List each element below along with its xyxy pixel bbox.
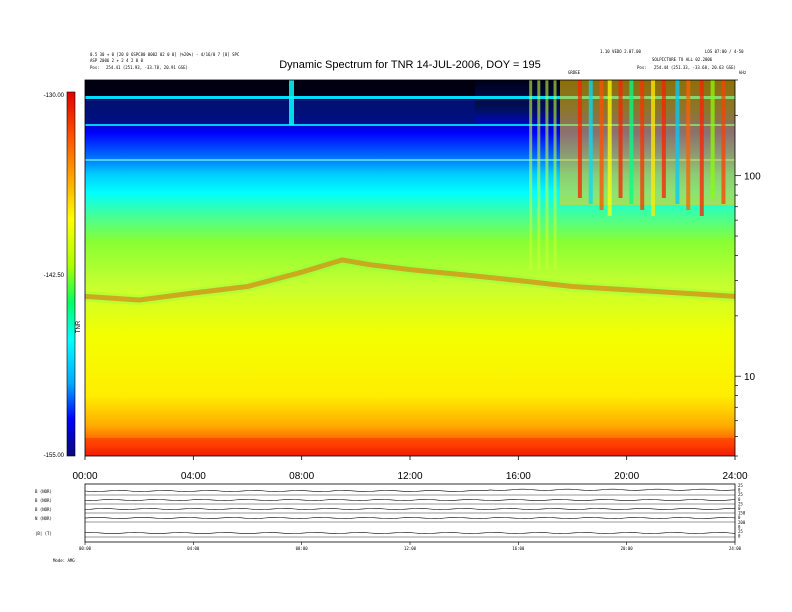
interference-line-2: [85, 124, 735, 126]
lower-trace: [84, 532, 736, 534]
header-right-pos-value: 254.44 (251.33, -33.68, 20.63 GSE): [654, 65, 736, 70]
lower-row-label: |B| (T): [35, 531, 52, 536]
noise-streak: [618, 80, 623, 198]
lower-right-label: 0: [738, 506, 741, 511]
footer-label: Mode: AMG: [53, 558, 75, 563]
noise-streak: [529, 80, 533, 270]
header-right-line2: LOS 07:00 / 4-50: [705, 49, 744, 54]
y-tick-label: 10: [744, 372, 756, 383]
upper-blue-band: [85, 100, 475, 125]
y-tick-label: 100: [744, 172, 761, 183]
header-right-line3: SOLPICTURE TO ALL 02.2006: [652, 57, 713, 62]
lower-right-label: 0: [738, 534, 741, 539]
x-tick-label: 04:00: [181, 471, 206, 482]
noise-streak: [699, 80, 704, 216]
noise-streak: [721, 80, 726, 204]
y-axis: 10 100: [735, 79, 761, 457]
lower-right-label: 25: [738, 501, 743, 506]
lower-x-ticks: 00:00 04:00 08:00 12:00 16:00 20:00 24:00: [79, 542, 742, 551]
lower-right-label: 0: [738, 497, 741, 502]
lower-panel: B (NOR)B (NOR)B (NOR)N (NOR)|B| (T) 2502…: [35, 483, 746, 563]
header-right-line1: 1.10 VEDO 2.07.00: [600, 49, 642, 54]
event-marker-label: GRDEE: [568, 70, 581, 75]
noise-streak: [599, 80, 604, 210]
lower-x-tick-label: 04:00: [187, 546, 200, 551]
lower-right-label: 0: [738, 488, 741, 493]
lower-row-label: B (NOR): [35, 498, 52, 503]
spectrogram-plot: [84, 79, 736, 457]
lower-traces: [84, 488, 736, 538]
lower-right-label: 200: [738, 520, 746, 525]
noise-region: [560, 80, 735, 205]
header-right-pos-label: Pos:: [637, 65, 647, 70]
noise-streak: [553, 80, 557, 270]
lower-trace: [84, 499, 736, 501]
x-tick-label: 20:00: [614, 471, 639, 482]
colorbar: [66, 91, 76, 457]
lower-right-label: 25: [738, 492, 743, 497]
lower-trace: [84, 517, 736, 519]
lower-x-tick-label: 00:00: [79, 546, 92, 551]
header-left-line1: 0.5 30 + 0 [20 0 6SPC80 0002 02 0 0] (%2…: [90, 52, 240, 57]
interference-line-1: [85, 96, 735, 99]
x-tick-label: 16:00: [506, 471, 531, 482]
emission-band: [84, 257, 736, 303]
lower-x-tick-label: 24:00: [729, 546, 742, 551]
frequency-unit-label: kHz: [739, 70, 747, 75]
noise-streak: [661, 80, 666, 198]
lower-row-label: B (NOR): [35, 489, 52, 494]
lower-right-label: 0: [738, 515, 741, 520]
colorbar-mid-label: -142.50: [44, 273, 65, 279]
header-left-line2: ASP 2006 2 + 2 4 2 0 0: [90, 58, 144, 63]
x-axis: 00:00 04:00 08:00 12:00 16:00 20:00 24:00: [72, 456, 748, 482]
noise-streak: [537, 80, 541, 270]
noise-streak: [675, 80, 680, 204]
lower-labels: B (NOR) B (NOR) B (NOR) N (NOR) |B| (T): [35, 489, 52, 536]
x-tick-label: 24:00: [722, 471, 747, 482]
noise-streak: [640, 80, 645, 210]
noise-streak: [607, 80, 612, 216]
burst-0745: [289, 80, 294, 125]
lower-x-tick-label: 12:00: [404, 546, 417, 551]
colorbar-side-label: TNR: [76, 320, 82, 333]
chart-title: Dynamic Spectrum for TNR 14-JUL-2006, DO…: [279, 59, 541, 71]
lower-right-label: 25: [738, 483, 743, 488]
lower-x-tick-label: 16:00: [512, 546, 525, 551]
noise-streak: [651, 80, 656, 216]
x-tick-label: 08:00: [289, 471, 314, 482]
noise-streak: [545, 80, 549, 270]
noise-streak: [588, 80, 593, 204]
noise-streak: [686, 80, 691, 210]
lower-row-label: B (NOR): [35, 507, 52, 512]
lower-row-label: N (NOR): [35, 516, 52, 521]
lower-trace: [84, 508, 735, 510]
emission-band-halo: [84, 254, 736, 306]
noise-streak: [710, 80, 715, 198]
noise-streak: [629, 80, 634, 204]
header-left-pos-value: 254.41 (251.93, -33.78, 20.91 GSE): [106, 65, 188, 70]
colorbar-bottom-label: -155.00: [44, 453, 65, 459]
colorbar-top-label: -130.00: [44, 93, 65, 99]
lower-right-label: 25: [738, 529, 743, 534]
lower-right-label: 0: [738, 524, 741, 529]
lower-trace: [84, 488, 736, 492]
lower-x-tick-label: 20:00: [621, 546, 634, 551]
upper-dark-band: [85, 80, 475, 100]
header-left-pos-label: Pos:: [90, 65, 100, 70]
noise-streaks: [529, 80, 726, 270]
lower-right-label: 150: [738, 511, 746, 516]
x-tick-label: 12:00: [397, 471, 422, 482]
x-tick-label: 00:00: [72, 471, 97, 482]
low-frequency-noise: [85, 438, 735, 456]
noise-streak: [577, 80, 582, 198]
interference-line-3: [85, 159, 735, 161]
lower-x-tick-label: 08:00: [296, 546, 309, 551]
